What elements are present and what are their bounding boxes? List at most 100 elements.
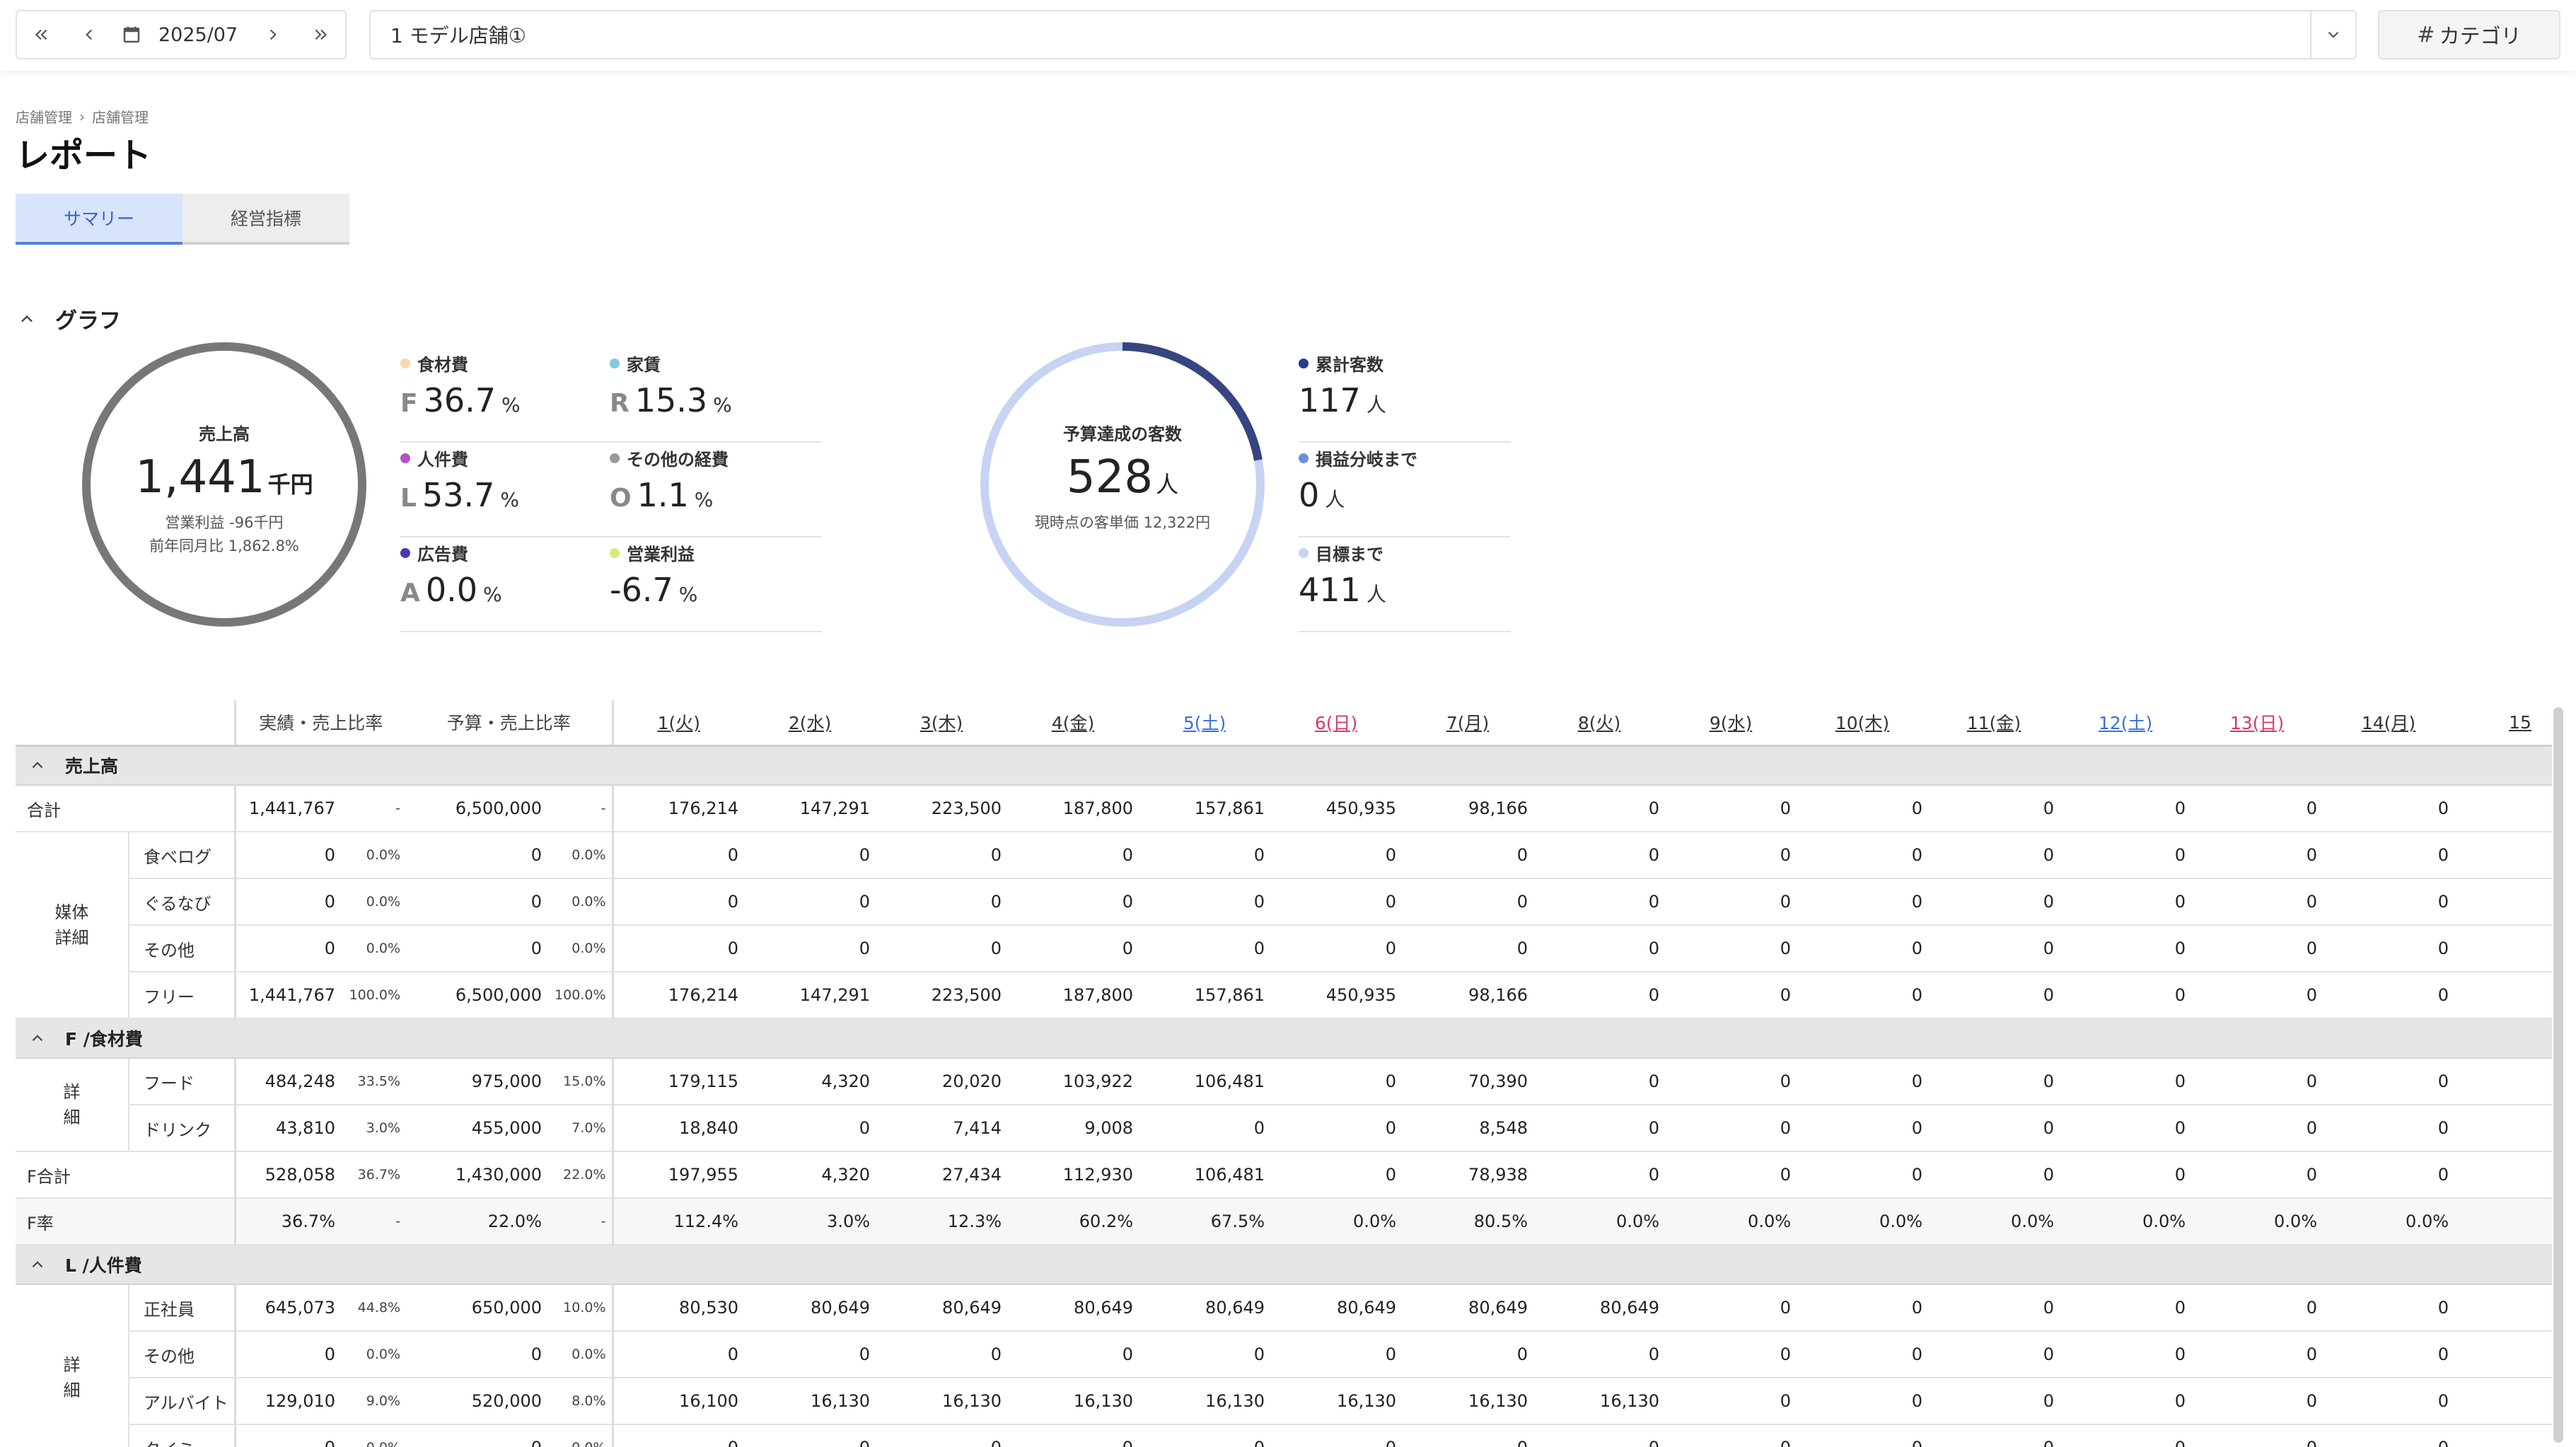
graph-section-toggle[interactable]: グラフ: [17, 303, 121, 335]
section-header-cell[interactable]: 売上高: [16, 745, 2552, 786]
day-value: [2454, 1105, 2552, 1152]
day-header[interactable]: 1(火): [611, 700, 745, 747]
day-value: [2454, 1151, 2552, 1199]
day-value: 12.3%: [876, 1198, 1008, 1245]
budget-value: 6,500,000: [406, 785, 548, 832]
day-value: 80,649: [876, 1284, 1008, 1332]
day-value: 16,130: [1139, 1378, 1271, 1425]
report-table: 実績・売上比率 予算・売上比率 1(火) 2(水) 3(木) 4(金) 5(土) 6(日) 7(…: [16, 700, 2552, 1447]
day-header[interactable]: 3(木): [876, 700, 1008, 747]
customer-kpi-name: 損益分岐まで: [1316, 450, 1417, 470]
day-header[interactable]: 6(日): [1270, 700, 1403, 747]
section-header-row[interactable]: F /食材費: [16, 1018, 2552, 1059]
tab-summary[interactable]: サマリー: [16, 194, 182, 245]
day-value: 0: [1665, 1058, 1797, 1105]
chevron-left-icon: [86, 29, 93, 40]
day-value: 0: [1533, 878, 1666, 926]
section-toggle[interactable]: 売上高: [16, 752, 2552, 778]
report-table-container[interactable]: 実績・売上比率 予算・売上比率 1(火) 2(水) 3(木) 4(金) 5(土) 6(日) 7(…: [16, 700, 2552, 1447]
day-value: 0: [1665, 972, 1797, 1019]
day-value: 450,935: [1270, 972, 1403, 1019]
ratio-kpi-unit: %: [483, 583, 502, 606]
day-value: 0: [744, 1331, 876, 1378]
row-label: ドリンク: [128, 1105, 235, 1152]
section-toggle[interactable]: L /人件費: [16, 1252, 2552, 1277]
section-header-cell[interactable]: L /人件費: [16, 1245, 2552, 1285]
ratio-kpi-value: -6.7%: [610, 571, 822, 609]
actual-ratio: 36.7%: [341, 1151, 407, 1199]
graph-section-title: グラフ: [55, 308, 121, 334]
section-header-cell[interactable]: F /食材費: [16, 1018, 2552, 1059]
ratio-kpi-letter: O: [610, 484, 632, 513]
day-header[interactable]: 8(火): [1533, 700, 1666, 747]
first-month-button[interactable]: [17, 11, 65, 58]
breadcrumb-item[interactable]: 店舗管理: [92, 109, 149, 126]
section-header-row[interactable]: 売上高: [16, 745, 2552, 786]
section-toggle[interactable]: F /食材費: [16, 1025, 2552, 1051]
sales-value: 1,441: [135, 451, 265, 504]
day-value: 0: [1665, 1331, 1797, 1378]
ratio-kpi-label: 人件費: [400, 446, 613, 470]
day-value: 106,481: [1139, 1151, 1271, 1199]
day-header[interactable]: 12(土): [2060, 700, 2192, 747]
customer-ring: [980, 342, 1265, 627]
day-value: 0: [2323, 1058, 2455, 1105]
ratio-kpi-letter: R: [610, 389, 630, 418]
day-value: 176,214: [611, 972, 745, 1019]
day-value: 0: [611, 1424, 745, 1447]
day-header[interactable]: 9(水): [1665, 700, 1797, 747]
ratio-kpi-label: その他の経費: [610, 446, 822, 470]
day-value: 0: [2191, 1105, 2323, 1152]
header-budget: 予算・売上比率: [406, 700, 613, 747]
store-dropdown-toggle[interactable]: [2310, 11, 2355, 58]
actual-ratio: 0.0%: [341, 1424, 407, 1447]
day-value: 0: [876, 1424, 1008, 1447]
store-select[interactable]: 1 モデル店舗①: [369, 10, 2357, 59]
day-value: 106,481: [1139, 1058, 1271, 1105]
day-value: 0: [2060, 785, 2192, 832]
breadcrumb-item[interactable]: 店舗管理: [16, 109, 72, 126]
prev-month-button[interactable]: [65, 11, 113, 58]
day-header[interactable]: 13(日): [2191, 700, 2323, 747]
budget-value: 0: [406, 832, 548, 879]
day-value: 0: [2191, 1284, 2323, 1332]
day-value: 0: [1928, 1331, 2060, 1378]
current-month[interactable]: 2025/07: [158, 23, 238, 46]
day-value: 0.0%: [1270, 1198, 1403, 1245]
day-header[interactable]: 15: [2454, 700, 2552, 747]
budget-value: 1,430,000: [406, 1151, 548, 1199]
day-value: 0: [1665, 785, 1797, 832]
ratio-kpi-letter: A: [400, 579, 420, 608]
day-header[interactable]: 14(月): [2323, 700, 2455, 747]
day-value: 0: [2191, 878, 2323, 926]
day-header[interactable]: 2(水): [744, 700, 876, 747]
day-value: 0: [1665, 1284, 1797, 1332]
day-value: 0: [1139, 1105, 1271, 1152]
day-header[interactable]: 11(金): [1928, 700, 2060, 747]
category-button[interactable]: # カテゴリ: [2378, 10, 2560, 59]
day-value: 0: [1797, 1331, 1929, 1378]
row-label: 正社員: [128, 1284, 235, 1332]
day-value: 450,935: [1270, 785, 1403, 832]
day-value: 0: [2191, 1151, 2323, 1199]
day-header[interactable]: 10(木): [1797, 700, 1929, 747]
last-month-button[interactable]: [297, 11, 345, 58]
customer-kpi-label: 累計客数: [1299, 351, 1511, 376]
calendar-icon[interactable]: [117, 24, 146, 45]
day-header[interactable]: 5(土): [1139, 700, 1271, 747]
tab-management-indicators[interactable]: 経営指標: [182, 194, 349, 245]
section-title: L /人件費: [65, 1255, 142, 1276]
budget-ratio: 0.0%: [547, 1424, 613, 1447]
breadcrumb: 店舗管理 › 店舗管理: [16, 106, 149, 127]
next-month-button[interactable]: [249, 11, 297, 58]
section-header-row[interactable]: L /人件費: [16, 1245, 2552, 1285]
day-value: 0: [2323, 972, 2455, 1019]
day-header[interactable]: 7(月): [1402, 700, 1534, 747]
day-header[interactable]: 4(金): [1007, 700, 1139, 747]
top-bar: 2025/07 1 モデル店舗① # カテゴリ: [0, 0, 2576, 71]
day-value: 112,930: [1007, 1151, 1139, 1199]
day-value: 0: [2060, 972, 2192, 1019]
vertical-scrollbar[interactable]: [2553, 707, 2563, 1443]
day-value: 27,434: [876, 1151, 1008, 1199]
